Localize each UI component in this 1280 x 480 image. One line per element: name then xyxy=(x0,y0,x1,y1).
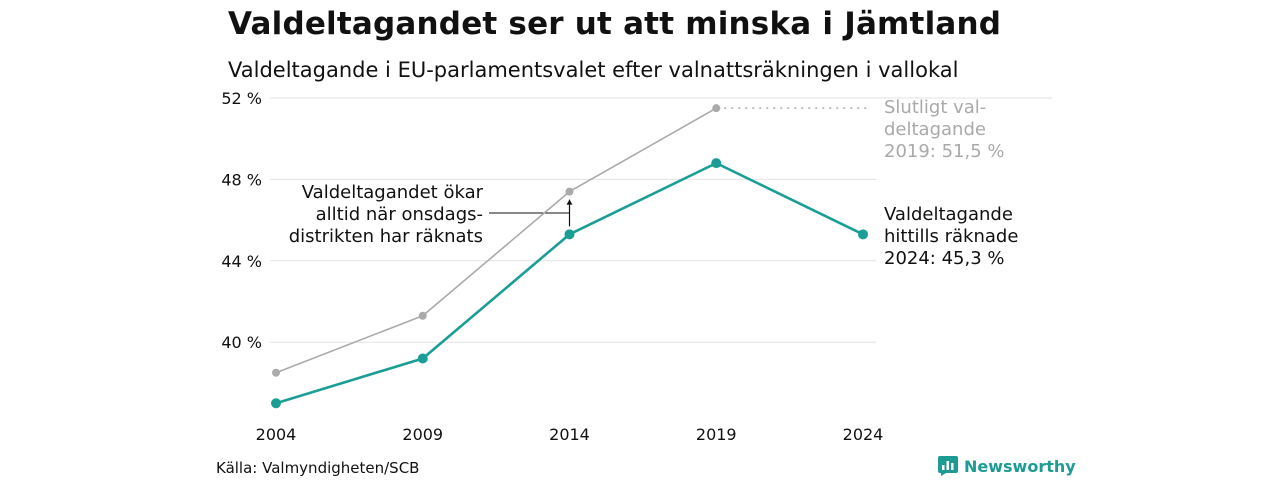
gridlines xyxy=(270,97,1052,343)
x-tick-label: 2004 xyxy=(256,425,297,444)
series-lines xyxy=(271,104,868,409)
source-note: Källa: Valmyndigheten/SCB xyxy=(216,459,420,477)
chart-subtitle: Valdeltagande i EU-parlamentsvalet efter… xyxy=(228,58,959,82)
current-annotation-line: 2024: 45,3 % xyxy=(884,248,1005,269)
final-data-point xyxy=(272,368,280,377)
election_night-data-point xyxy=(564,229,575,240)
wednesday-districts-annotation: Valdeltagandet ökar alltid när onsdags- … xyxy=(289,182,483,248)
final-turnout-annotation: Slutligt val- deltagande 2019: 51,5 % xyxy=(884,97,1005,163)
current-annotation-line: Valdeltagande xyxy=(884,204,1013,225)
final-annotation-line: 2019: 51,5 % xyxy=(884,141,1005,162)
y-tick-label: 44 % xyxy=(221,252,262,271)
brand-name: Newsworthy xyxy=(964,456,1076,476)
x-tick-label: 2009 xyxy=(402,425,443,444)
final-data-point xyxy=(712,104,721,113)
y-tick-label: 48 % xyxy=(221,170,262,189)
annotation-lines xyxy=(489,107,870,227)
wednesday-annotation-line: distrikten har räknats xyxy=(288,226,483,247)
final-data-point xyxy=(418,311,427,320)
x-axis-ticks: 2004 2009 2014 2019 2024 xyxy=(256,425,884,444)
x-tick-label: 2019 xyxy=(696,425,737,444)
annotation-arrow-head xyxy=(566,199,573,205)
x-tick-label: 2024 xyxy=(843,425,884,444)
y-tick-label: 52 % xyxy=(221,89,262,108)
election_night-data-point xyxy=(711,158,722,169)
brand-logo[interactable]: Newsworthy xyxy=(938,456,1076,476)
wednesday-annotation-line: alltid när onsdags- xyxy=(315,204,483,225)
y-axis-ticks: 40 % 44 % 48 % 52 % xyxy=(221,89,262,352)
bar-chart-icon xyxy=(938,456,958,476)
election_night-data-point xyxy=(417,353,428,364)
final-annotation-line: Slutligt val- xyxy=(884,97,987,118)
chart-title: Valdeltagandet ser ut att minska i Jämtl… xyxy=(228,6,1002,42)
election_night-data-point xyxy=(858,229,868,240)
x-tick-label: 2014 xyxy=(549,425,590,444)
final-data-point xyxy=(565,187,574,196)
current-annotation-line: hittills räknade xyxy=(884,226,1019,247)
final-series-line xyxy=(275,107,717,374)
current-turnout-annotation: Valdeltagande hittills räknade 2024: 45,… xyxy=(884,204,1018,270)
wednesday-annotation-line: Valdeltagandet ökar xyxy=(301,182,483,203)
election_night-data-point xyxy=(271,398,281,409)
final-annotation-line: deltagande xyxy=(884,119,986,140)
y-tick-label: 40 % xyxy=(221,333,262,352)
